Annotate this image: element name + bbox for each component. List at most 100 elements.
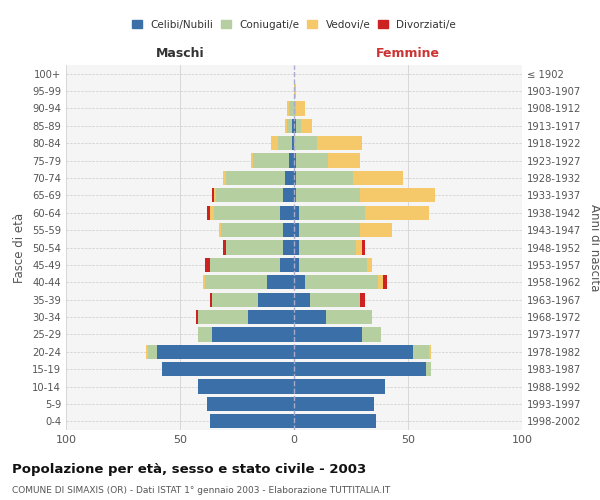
Bar [326,310,371,324]
Bar [299,258,367,272]
Bar [362,328,380,342]
Bar [356,240,362,254]
Bar [294,292,310,307]
Bar [296,102,305,116]
Bar [301,118,312,133]
Bar [294,344,413,359]
Bar [328,154,360,168]
Bar [294,362,426,376]
Bar [294,275,305,289]
Bar [294,328,362,342]
Bar [287,118,292,133]
Bar [299,206,365,220]
Bar [212,188,214,202]
Bar [223,171,226,185]
Text: Popolazione per età, sesso e stato civile - 2003: Popolazione per età, sesso e stato civil… [12,462,366,475]
Bar [305,275,379,289]
Bar [285,118,287,133]
Bar [283,240,294,254]
Bar [379,275,383,289]
Bar [208,397,294,411]
Bar [162,362,294,376]
Y-axis label: Anni di nascita: Anni di nascita [588,204,600,291]
Bar [292,136,294,150]
Bar [294,171,296,185]
Bar [203,275,205,289]
Bar [217,188,283,202]
Bar [248,310,294,324]
Bar [294,380,385,394]
Legend: Celibi/Nubili, Coniugati/e, Vedovi/e, Divorziati/e: Celibi/Nubili, Coniugati/e, Vedovi/e, Di… [128,16,460,34]
Bar [280,206,294,220]
Bar [280,258,294,272]
Bar [226,240,283,254]
Bar [205,275,266,289]
Bar [157,344,294,359]
Bar [294,240,299,254]
Bar [294,84,296,98]
Bar [299,223,360,237]
Bar [294,136,317,150]
Bar [148,344,157,359]
Bar [362,240,365,254]
Bar [294,188,296,202]
Bar [223,240,226,254]
Bar [212,328,294,342]
Bar [209,206,214,220]
Bar [283,188,294,202]
Bar [294,118,296,133]
Bar [208,206,209,220]
Text: Femmine: Femmine [376,47,440,60]
Bar [285,171,294,185]
Bar [226,171,285,185]
Bar [198,310,248,324]
Bar [426,362,431,376]
Bar [296,154,328,168]
Bar [353,171,403,185]
Bar [367,258,371,272]
Bar [294,397,374,411]
Bar [296,171,353,185]
Bar [196,310,198,324]
Bar [294,310,326,324]
Text: COMUNE DI SIMAXIS (OR) - Dati ISTAT 1° gennaio 2003 - Elaborazione TUTTITALIA.IT: COMUNE DI SIMAXIS (OR) - Dati ISTAT 1° g… [12,486,390,495]
Bar [360,188,436,202]
Bar [221,223,283,237]
Bar [146,344,148,359]
Bar [299,240,356,254]
Bar [294,154,296,168]
Bar [365,206,428,220]
Bar [253,154,289,168]
Y-axis label: Fasce di età: Fasce di età [13,212,26,282]
Bar [294,102,296,116]
Bar [271,136,278,150]
Bar [219,223,221,237]
Bar [294,223,299,237]
Bar [360,223,392,237]
Bar [294,414,376,428]
Bar [257,292,294,307]
Bar [251,154,253,168]
Bar [209,292,212,307]
Bar [294,258,299,272]
Bar [283,223,294,237]
Bar [317,136,362,150]
Bar [205,258,209,272]
Bar [266,275,294,289]
Bar [294,206,299,220]
Bar [296,118,301,133]
Bar [278,136,292,150]
Bar [310,292,360,307]
Bar [428,344,431,359]
Text: Maschi: Maschi [155,47,205,60]
Bar [296,188,360,202]
Bar [383,275,388,289]
Bar [209,258,280,272]
Bar [289,154,294,168]
Bar [289,102,294,116]
Bar [214,188,217,202]
Bar [287,102,289,116]
Bar [198,328,212,342]
Bar [413,344,428,359]
Bar [212,292,257,307]
